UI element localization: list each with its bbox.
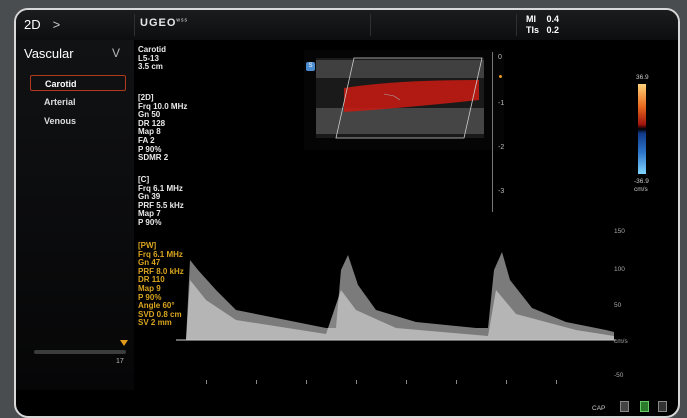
param-2d-line: FA 2 bbox=[138, 135, 155, 145]
pw-tick: 150 bbox=[614, 228, 625, 235]
param-2d-line: P 90% bbox=[138, 144, 162, 154]
param-pw-line: P 90% bbox=[138, 292, 162, 302]
bmode-image bbox=[304, 50, 504, 150]
scale-bottom-label: -36.9 bbox=[634, 178, 649, 185]
divider bbox=[370, 14, 371, 36]
focus-marker-icon bbox=[499, 75, 502, 78]
param-pw-line: Map 9 bbox=[138, 283, 161, 293]
top-bar: 2D > UGEOwss MI 0.4 TIs 0.2 bbox=[16, 10, 678, 40]
mode-selector[interactable]: 2D > bbox=[24, 17, 60, 32]
pw-tick: 50 bbox=[614, 302, 622, 309]
scale-unit-label: cm/s bbox=[634, 186, 648, 193]
param-pw-line: PRF 8.0 kHz bbox=[138, 266, 184, 276]
divider bbox=[134, 14, 135, 36]
acoustic-indices: MI 0.4 TIs 0.2 bbox=[526, 14, 559, 36]
preset-item-venous[interactable]: Venous bbox=[44, 116, 77, 126]
probe-name: L5-13 bbox=[138, 53, 159, 63]
depth-scale bbox=[492, 52, 493, 212]
param-color-title: [C] bbox=[138, 175, 150, 184]
depth-label: 0 bbox=[498, 54, 502, 61]
print-icon[interactable] bbox=[658, 401, 667, 412]
param-color-line: P 90% bbox=[138, 217, 162, 227]
param-2d-line: SDMR 2 bbox=[138, 153, 169, 163]
sidebar-slider[interactable] bbox=[34, 350, 126, 354]
tis-label: TIs bbox=[526, 25, 540, 35]
param-2d-line: Map 8 bbox=[138, 127, 161, 137]
param-pw-line: Frq 6.1 MHz bbox=[138, 249, 183, 259]
color-velocity-scale bbox=[638, 84, 646, 174]
brand-logo: UGEOwss bbox=[140, 17, 188, 29]
slider-knob-icon[interactable] bbox=[120, 340, 128, 346]
brand-sup: wss bbox=[176, 17, 189, 24]
param-2d-line: DR 128 bbox=[138, 118, 166, 128]
probe-info: Carotid L5-13 3.5 cm bbox=[138, 45, 166, 72]
preset-sidebar: Vascular V Carotid Arterial Venous bbox=[16, 40, 134, 390]
preset-item-arterial[interactable]: Arterial bbox=[44, 97, 76, 107]
param-color-line: Gn 39 bbox=[138, 192, 161, 202]
depth-label: -2 bbox=[498, 144, 505, 151]
param-color-line: Map 7 bbox=[138, 209, 161, 219]
cap-indicator: CAP bbox=[592, 405, 606, 412]
param-2d-line: Frq 10.0 MHz bbox=[138, 101, 188, 111]
mi-value: 0.4 bbox=[546, 14, 560, 24]
param-pw-line: Gn 47 bbox=[138, 258, 161, 268]
param-2d-line: Gn 50 bbox=[138, 110, 161, 120]
depth-value: 3.5 cm bbox=[138, 62, 163, 72]
depth-label: -1 bbox=[498, 100, 505, 107]
mode-chevron-icon: > bbox=[52, 17, 61, 32]
mode-label: 2D bbox=[24, 17, 41, 32]
storage-icon[interactable] bbox=[620, 401, 629, 412]
params-pw: [PW] Frq 6.1 MHz Gn 47 PRF 8.0 kHz DR 110 Map… bbox=[138, 241, 184, 328]
preset-item-carotid[interactable]: Carotid bbox=[30, 75, 126, 91]
param-pw-line: SVD 0.8 cm bbox=[138, 309, 182, 319]
tis-value: 0.2 bbox=[546, 25, 560, 35]
param-color-line: Frq 6.1 MHz bbox=[138, 183, 183, 193]
brand-text: UGEO bbox=[140, 17, 177, 29]
preset-category[interactable]: Vascular bbox=[24, 46, 74, 61]
probe-orientation-icon: S bbox=[306, 62, 315, 71]
param-pw-line: DR 110 bbox=[138, 275, 165, 285]
scale-top-label: 36.9 bbox=[636, 74, 649, 81]
param-pw-title: [PW] bbox=[138, 241, 157, 250]
param-pw-line: Angle 60° bbox=[138, 301, 175, 311]
preset-name: Carotid bbox=[138, 45, 166, 54]
slider-value: 17 bbox=[116, 358, 124, 365]
pw-doppler-spectrum bbox=[176, 252, 616, 384]
pw-tick: -50 bbox=[614, 372, 624, 379]
mi-label: MI bbox=[526, 14, 536, 24]
pw-tick: 100 bbox=[614, 266, 625, 273]
ultrasound-frame: 2D > UGEOwss MI 0.4 TIs 0.2 Vascular V Ca… bbox=[14, 8, 680, 418]
param-pw-line: SV 2 mm bbox=[138, 318, 172, 328]
param-2d-title: [2D] bbox=[138, 93, 154, 102]
battery-icon bbox=[640, 401, 649, 412]
pw-unit: cm/s bbox=[614, 338, 628, 345]
param-color-line: PRF 5.5 kHz bbox=[138, 200, 184, 210]
depth-label: -3 bbox=[498, 188, 505, 195]
chevron-down-icon[interactable]: V bbox=[112, 46, 121, 60]
divider bbox=[516, 14, 517, 36]
